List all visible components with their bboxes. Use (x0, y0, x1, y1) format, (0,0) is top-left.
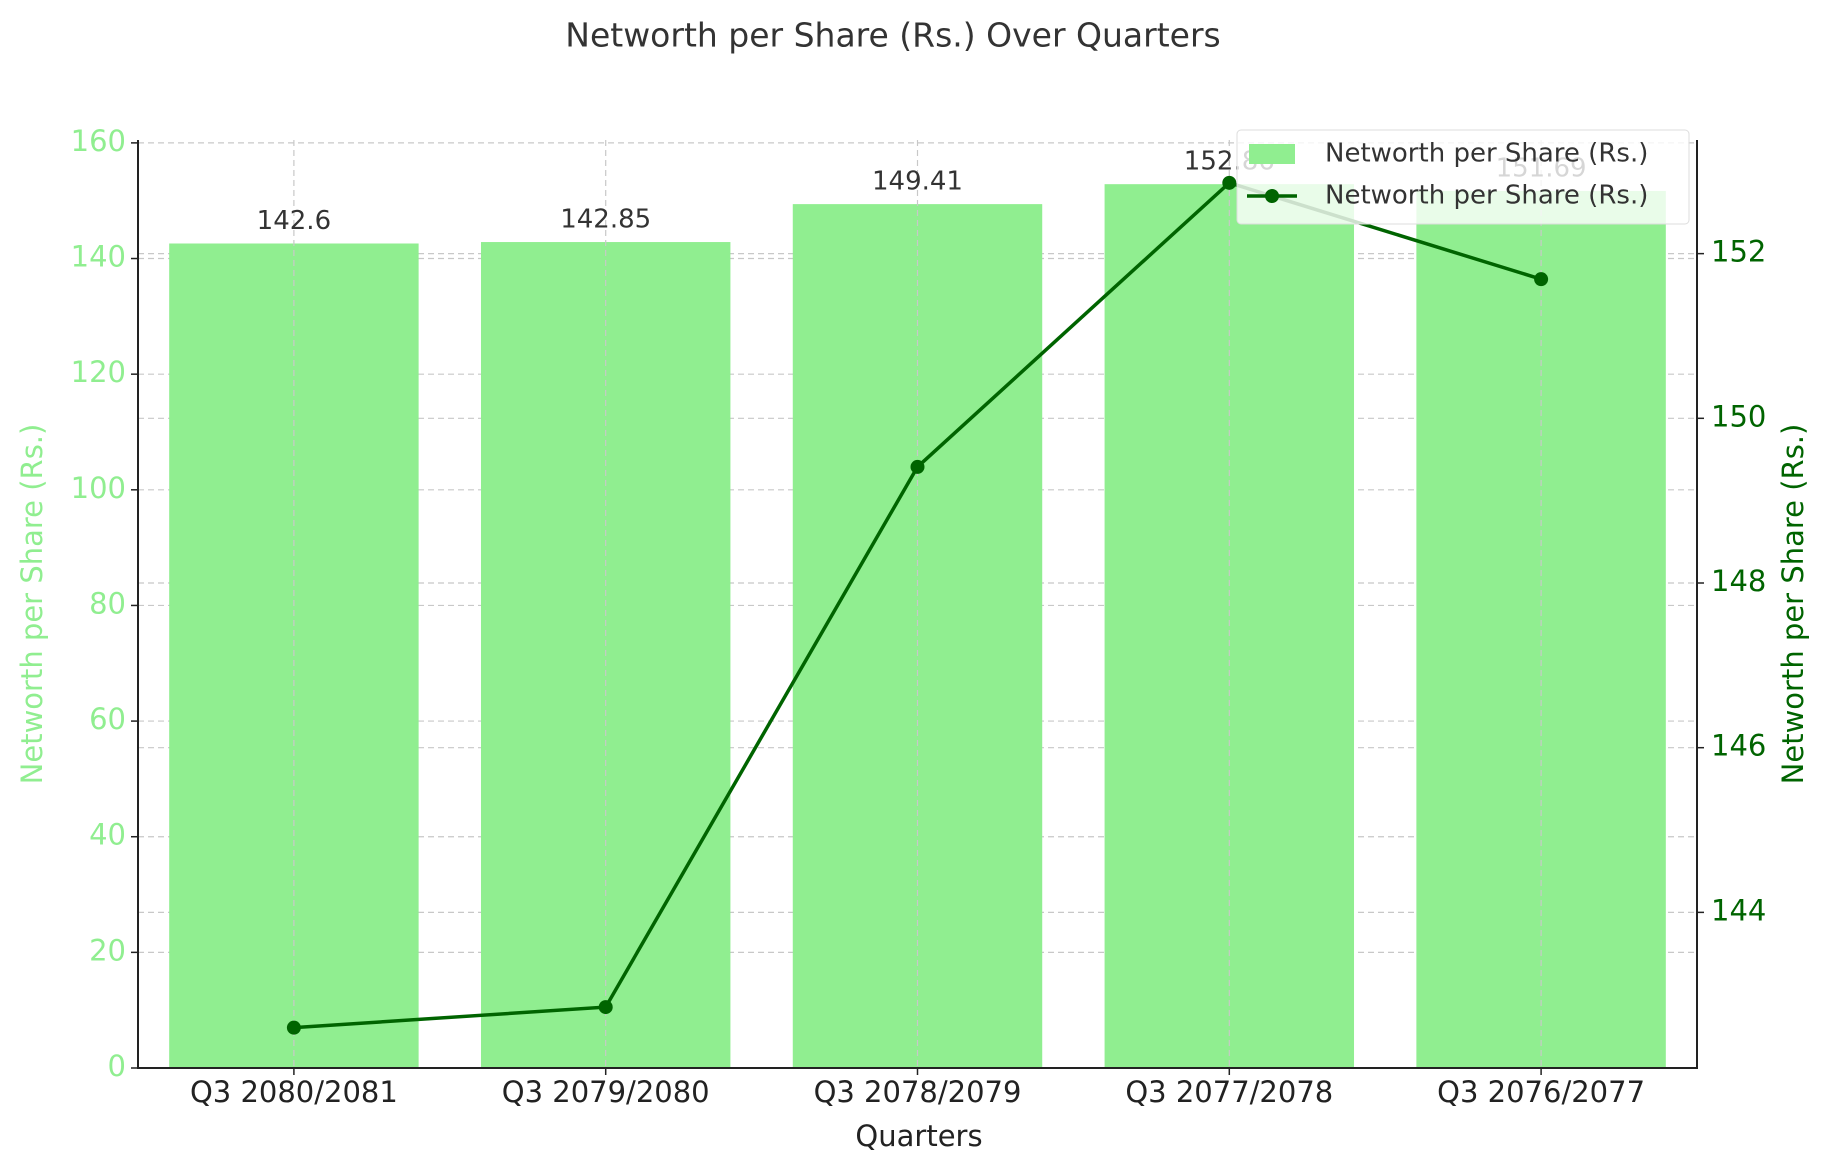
y2-tick-label: 144 (1711, 893, 1766, 927)
y-tick-label: 40 (89, 818, 126, 852)
data-label: 142.85 (560, 205, 651, 235)
chart-title: Networth per Share (Rs.) Over Quarters (565, 16, 1220, 55)
y-axis-label: Networth per Share (Rs.) (15, 424, 49, 785)
x-tick-label: Q3 2077/2078 (1125, 1075, 1333, 1109)
x-tick-label: Q3 2076/2077 (1437, 1075, 1645, 1109)
x-tick-label: Q3 2078/2079 (814, 1075, 1022, 1109)
y-tick-label: 160 (71, 124, 126, 158)
y2-tick-label: 148 (1711, 564, 1766, 598)
axis-spine (137, 140, 1698, 1069)
legend-swatch (1265, 189, 1279, 203)
line-marker (1222, 175, 1237, 190)
line-marker (286, 1020, 301, 1035)
y-tick-label: 100 (71, 471, 126, 505)
x-tick-label: Q3 2079/2080 (502, 1075, 710, 1109)
y-tick-label: 80 (89, 586, 126, 620)
x-axis-label: Quarters (855, 1119, 982, 1153)
y-tick-label: 20 (89, 933, 126, 967)
legend-swatch (1249, 144, 1295, 164)
y2-axis-label: Networth per Share (Rs.) (1776, 424, 1810, 785)
legend-label: Networth per Share (Rs.) (1325, 139, 1648, 169)
line-marker (910, 459, 925, 474)
y2-tick-label: 150 (1711, 399, 1766, 433)
data-label: 142.6 (257, 206, 331, 236)
y-tick-label: 140 (71, 240, 126, 274)
y2-tick-label: 146 (1711, 729, 1766, 763)
line-marker (1534, 272, 1549, 287)
data-label: 149.41 (872, 167, 963, 197)
y2-tick-label: 152 (1711, 235, 1766, 269)
x-tick-label: Q3 2080/2081 (190, 1075, 398, 1109)
legend-label: Networth per Share (Rs.) (1325, 181, 1648, 211)
y-tick-label: 60 (89, 702, 126, 736)
legend-box (1236, 129, 1690, 225)
line-marker (598, 1000, 613, 1015)
y-tick-label: 120 (71, 355, 126, 389)
y-tick-label: 0 (108, 1049, 126, 1083)
